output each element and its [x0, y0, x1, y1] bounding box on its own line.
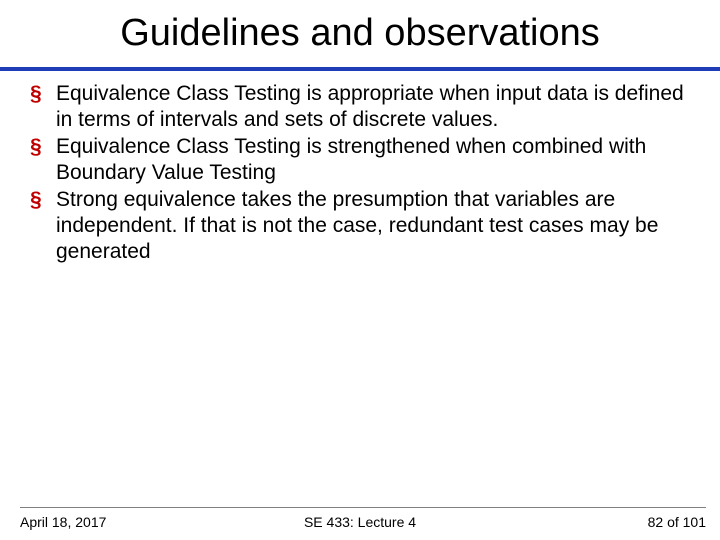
bullet-text: Equivalence Class Testing is appropriate…: [56, 82, 684, 131]
bullet-text: Equivalence Class Testing is strengthene…: [56, 135, 646, 184]
slide-footer: April 18, 2017 SE 433: Lecture 4 82 of 1…: [0, 507, 720, 530]
footer-rule: [20, 507, 706, 508]
footer-row: April 18, 2017 SE 433: Lecture 4 82 of 1…: [20, 514, 706, 530]
slide-title: Guidelines and observations: [0, 0, 720, 67]
footer-page: 82 of 101: [648, 514, 706, 530]
bullet-text: Strong equivalence takes the presumption…: [56, 188, 658, 262]
footer-date: April 18, 2017: [20, 514, 106, 530]
slide-content: Equivalence Class Testing is appropriate…: [0, 71, 720, 264]
footer-course: SE 433: Lecture 4: [304, 514, 416, 530]
bullet-list: Equivalence Class Testing is appropriate…: [30, 81, 690, 264]
bullet-item: Equivalence Class Testing is appropriate…: [30, 81, 690, 132]
bullet-item: Equivalence Class Testing is strengthene…: [30, 134, 690, 185]
slide: Guidelines and observations Equivalence …: [0, 0, 720, 540]
bullet-item: Strong equivalence takes the presumption…: [30, 187, 690, 264]
